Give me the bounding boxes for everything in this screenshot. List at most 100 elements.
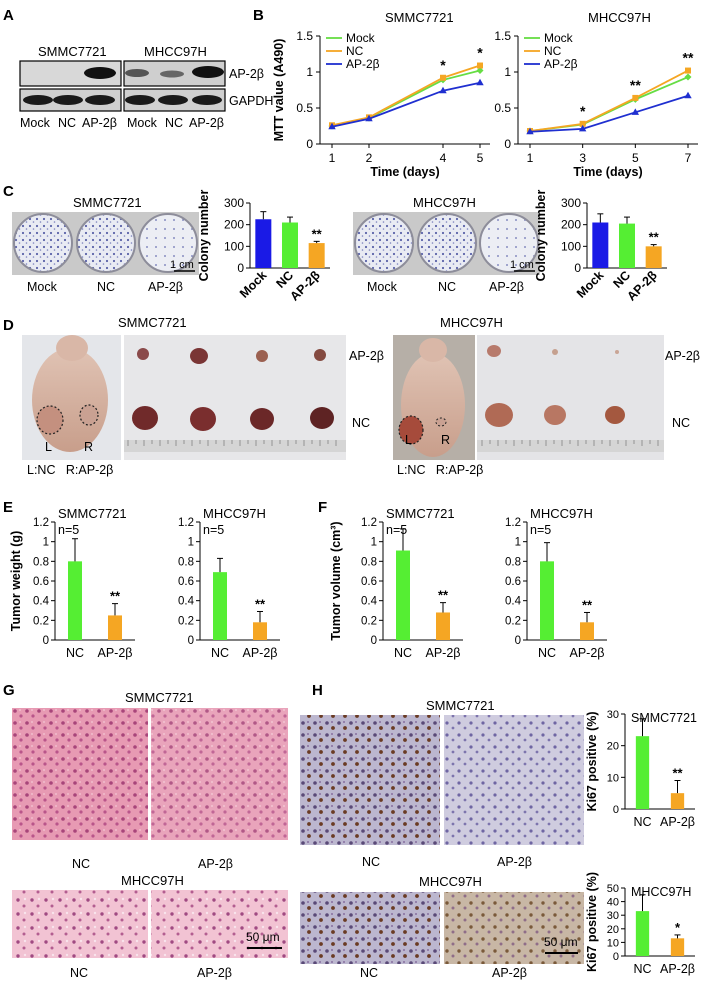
wb-lane-label: AP-2β bbox=[189, 116, 224, 130]
y-tick-label: 40 bbox=[607, 897, 619, 909]
legend-label: Mock bbox=[346, 31, 376, 45]
colony-label: Mock bbox=[27, 280, 58, 294]
panel-letter-g: G bbox=[3, 682, 15, 699]
bar-nc bbox=[619, 223, 635, 268]
legend-label: NC bbox=[544, 44, 562, 58]
x-tick-label: NC bbox=[66, 646, 84, 660]
y-tick-label: 1 bbox=[504, 65, 511, 79]
y-axis-label: Tumor volume (cm³) bbox=[329, 521, 343, 640]
y-tick-label: 0 bbox=[188, 635, 194, 647]
colony-plate bbox=[13, 213, 73, 273]
y-tick-label: 0.8 bbox=[33, 556, 49, 568]
x-tick-label: AP-2β bbox=[570, 646, 605, 660]
y-tick-label: 0 bbox=[504, 137, 511, 151]
panel-letter-d: D bbox=[3, 317, 14, 334]
data-point bbox=[684, 73, 692, 81]
y-tick-label: 0 bbox=[574, 261, 581, 275]
bar-ap2 bbox=[436, 612, 450, 640]
ihc-label: AP-2β bbox=[497, 855, 532, 869]
x-axis-label: Time (days) bbox=[573, 165, 642, 179]
sample-size-note: n=5 bbox=[530, 523, 551, 537]
x-tick-label: AP-2β bbox=[243, 646, 278, 660]
y-tick-label: 1.2 bbox=[361, 517, 377, 529]
tumor-nc bbox=[485, 403, 513, 427]
bar-ap2 bbox=[108, 615, 122, 640]
he-label: NC bbox=[72, 857, 90, 871]
wb-band bbox=[84, 67, 116, 79]
chart-title: MHCC97H bbox=[631, 885, 691, 899]
y-tick-label: 1 bbox=[306, 65, 313, 79]
y-axis-label: Tumor weight (g) bbox=[9, 531, 23, 631]
x-tick-label: 5 bbox=[477, 151, 484, 165]
data-point bbox=[685, 67, 691, 74]
y-tick-label: 300 bbox=[561, 196, 581, 210]
mouse-caption: L:NC R:AP-2β bbox=[397, 463, 483, 477]
y-tick-label: 0.6 bbox=[33, 576, 49, 588]
y-tick-label: 0 bbox=[306, 137, 313, 151]
bar-mock bbox=[592, 222, 609, 268]
wb-band bbox=[158, 95, 188, 105]
significance-mark: ** bbox=[683, 50, 694, 66]
series-line-ap2 bbox=[331, 81, 481, 128]
data-point bbox=[476, 67, 484, 75]
y-tick-label: 0.4 bbox=[505, 596, 522, 608]
x-tick-label: 7 bbox=[685, 151, 692, 165]
chart-title: SMMC7721 bbox=[385, 10, 454, 25]
bar-ap2 bbox=[253, 622, 267, 640]
y-tick-label: 0.6 bbox=[505, 576, 521, 588]
x-tick-label: NC bbox=[211, 646, 229, 660]
tumor-nc bbox=[250, 408, 274, 430]
xenograft-title: MHCC97H bbox=[440, 315, 503, 330]
y-tick-label: 0.8 bbox=[178, 556, 194, 568]
tumor-outline-right bbox=[435, 417, 447, 427]
wb-cellline-1: SMMC7721 bbox=[38, 44, 107, 59]
x-tick-label: AP-2β bbox=[426, 646, 461, 660]
legend-label: AP-2β bbox=[346, 57, 380, 71]
bar-nc bbox=[635, 911, 650, 956]
he-label: AP-2β bbox=[197, 966, 232, 980]
colony-label: AP-2β bbox=[148, 280, 183, 294]
wb-band bbox=[160, 70, 184, 78]
x-tick-label: NC bbox=[538, 646, 556, 660]
tumor-nc bbox=[310, 407, 334, 429]
y-tick-label: 1 bbox=[43, 537, 49, 549]
significance-mark: * bbox=[580, 103, 586, 119]
wb-band bbox=[23, 95, 53, 105]
tumor-nc bbox=[605, 406, 625, 424]
y-tick-label: 50 bbox=[607, 883, 619, 895]
y-tick-label: 0 bbox=[371, 635, 377, 647]
mouse-side-label: L bbox=[405, 433, 412, 447]
wb-band bbox=[192, 66, 224, 78]
x-tick-label: AP-2β bbox=[660, 815, 695, 829]
tumor-nc bbox=[544, 405, 566, 425]
tumor-row-label: AP-2β bbox=[665, 349, 700, 363]
significance-mark: ** bbox=[110, 589, 121, 604]
data-point bbox=[632, 94, 639, 101]
bar-mock bbox=[255, 219, 272, 268]
y-tick-label: 300 bbox=[224, 196, 244, 210]
y-tick-label: 0.2 bbox=[178, 615, 194, 627]
bar-nc bbox=[213, 572, 227, 640]
tumor-weight-chart-mhcc97h: 0 0.2 0.4 0.6 0.8 1 1.2 MHCC97H n=5 NC ** AP-2β bbox=[178, 506, 280, 660]
wb-lane-label: NC bbox=[58, 116, 76, 130]
y-axis-label: MTT value (A490) bbox=[272, 39, 286, 142]
ruler bbox=[124, 440, 346, 452]
y-tick-label: 20 bbox=[607, 924, 619, 936]
ihc-image-nc bbox=[300, 715, 440, 845]
y-tick-label: 30 bbox=[607, 910, 619, 922]
y-tick-label: 0 bbox=[613, 951, 619, 963]
colony-scale-label: 1 cm bbox=[170, 259, 194, 271]
tumor-photo bbox=[124, 335, 346, 460]
he-image-ap2b bbox=[151, 890, 288, 958]
x-tick-label: NC bbox=[394, 646, 412, 660]
significance-mark: ** bbox=[672, 766, 683, 781]
wb-cellline-2: MHCC97H bbox=[144, 44, 207, 59]
y-axis-label: Ki67 positive (%) bbox=[585, 711, 599, 811]
mouse-caption: L:NC R:AP-2β bbox=[27, 463, 113, 477]
data-point bbox=[476, 78, 484, 86]
sample-size-note: n=5 bbox=[386, 523, 407, 537]
y-tick-label: 0 bbox=[237, 261, 244, 275]
y-tick-label: 100 bbox=[561, 239, 581, 253]
series-line-ap2 bbox=[529, 94, 689, 133]
panel-letter-e: E bbox=[3, 499, 13, 516]
